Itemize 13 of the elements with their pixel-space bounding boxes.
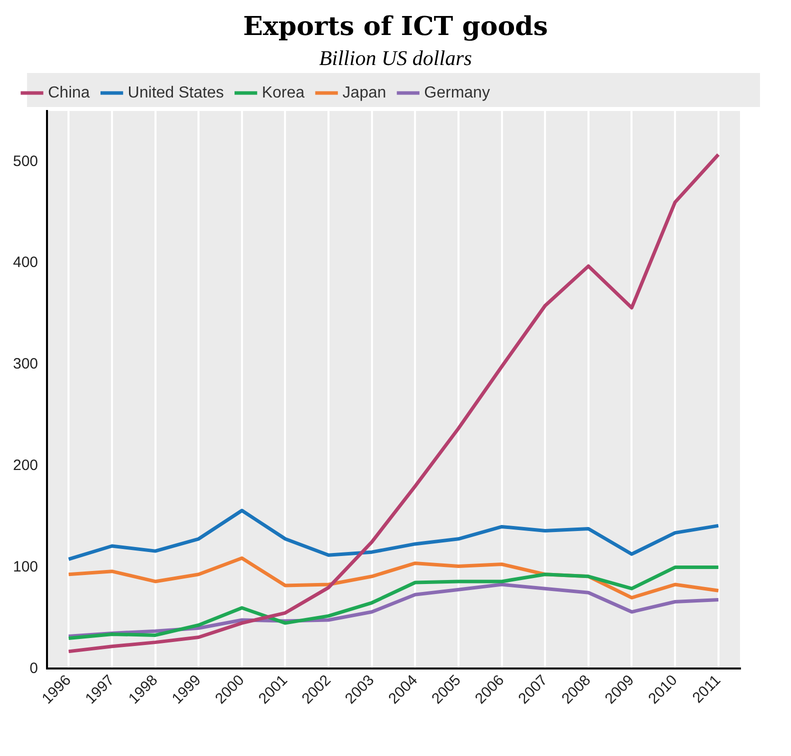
legend-label: Germany xyxy=(424,84,490,102)
y-tick-label: 300 xyxy=(12,356,38,373)
legend-label: Japan xyxy=(342,84,386,102)
y-tick-label: 0 xyxy=(30,660,38,677)
y-tick-label: 200 xyxy=(12,457,38,474)
chart-title: Exports of ICT goods xyxy=(242,12,549,42)
y-tick-label: 400 xyxy=(12,254,38,272)
legend-label: Korea xyxy=(262,84,305,102)
legend-label: China xyxy=(48,84,90,102)
y-tick-label: 100 xyxy=(12,558,38,576)
legend-label: United States xyxy=(128,84,224,102)
chart-subtitle: Billion US dollars xyxy=(318,46,473,71)
y-tick-label: 500 xyxy=(12,152,38,170)
